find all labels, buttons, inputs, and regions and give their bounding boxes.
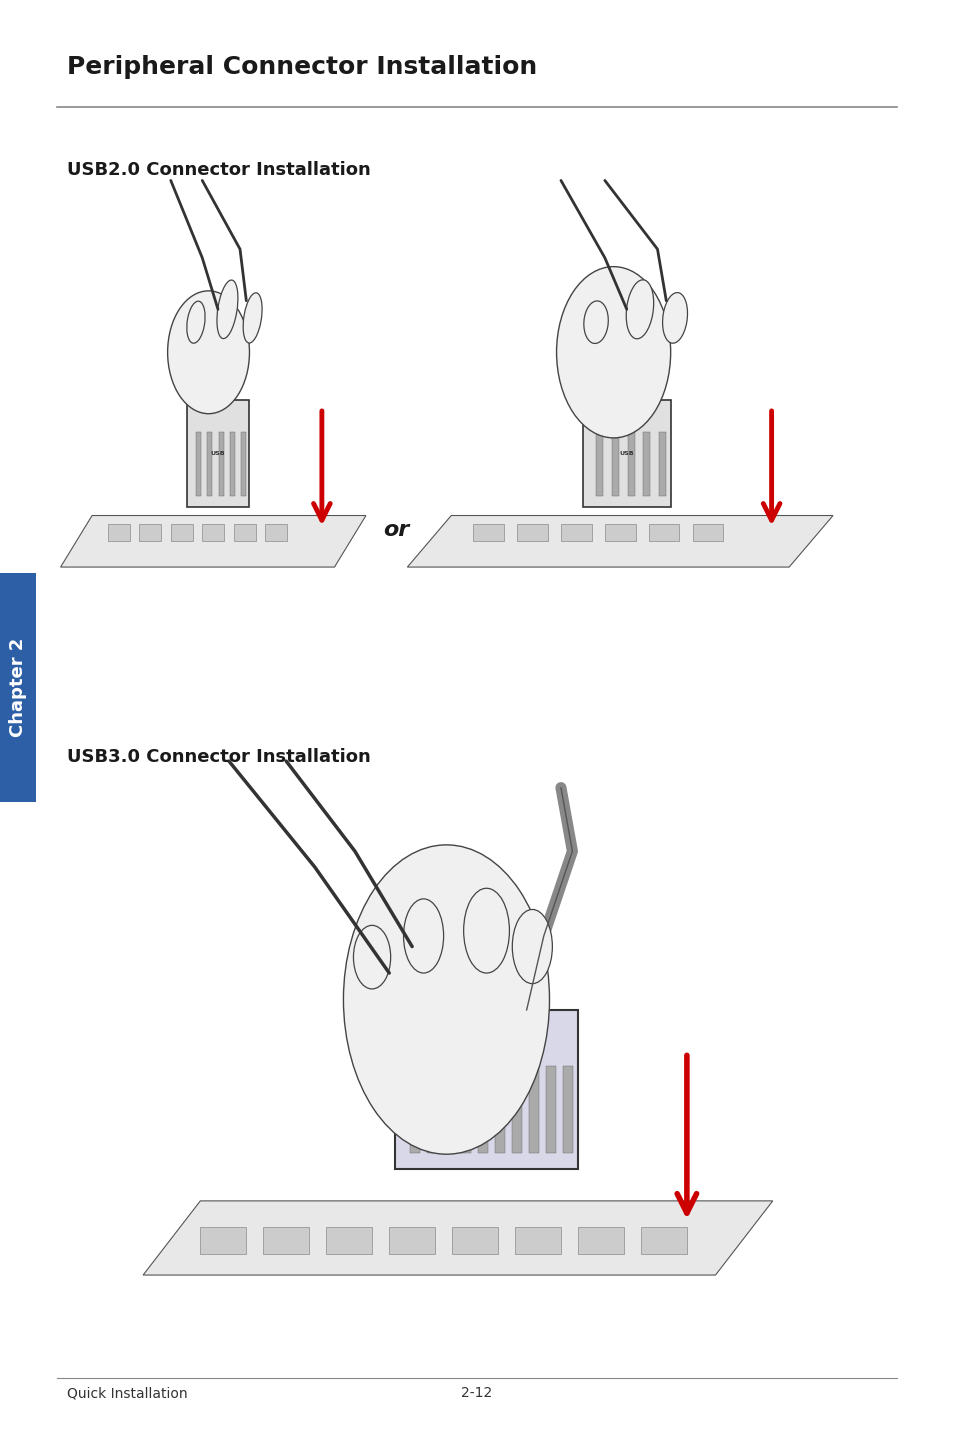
Bar xyxy=(218,431,223,495)
Ellipse shape xyxy=(512,909,552,984)
Bar xyxy=(409,1065,419,1153)
Text: USB: USB xyxy=(211,451,225,455)
Ellipse shape xyxy=(625,279,653,339)
Bar xyxy=(545,1065,556,1153)
Bar xyxy=(265,524,287,541)
Bar xyxy=(582,400,670,507)
Circle shape xyxy=(168,291,249,414)
Ellipse shape xyxy=(583,301,608,344)
Ellipse shape xyxy=(243,292,262,344)
Ellipse shape xyxy=(662,292,687,344)
FancyBboxPatch shape xyxy=(0,573,36,802)
Bar xyxy=(195,431,201,495)
Text: Quick Installation: Quick Installation xyxy=(67,1386,187,1400)
Bar xyxy=(642,431,650,495)
Bar xyxy=(443,1065,454,1153)
Bar xyxy=(611,431,618,495)
Text: USB2.0 Connector Installation: USB2.0 Connector Installation xyxy=(67,160,370,179)
Bar xyxy=(648,524,679,541)
Polygon shape xyxy=(60,516,366,567)
Bar xyxy=(528,1065,538,1153)
Text: Peripheral Connector Installation: Peripheral Connector Installation xyxy=(67,54,537,79)
Ellipse shape xyxy=(403,899,443,974)
Bar xyxy=(452,1227,497,1254)
Polygon shape xyxy=(143,1201,772,1274)
Ellipse shape xyxy=(187,301,205,344)
Text: 2-12: 2-12 xyxy=(461,1386,492,1400)
Bar xyxy=(640,1227,686,1254)
Bar xyxy=(171,524,193,541)
Text: USB: USB xyxy=(618,451,634,455)
Bar xyxy=(233,524,255,541)
Bar xyxy=(139,524,161,541)
Bar xyxy=(426,1065,436,1153)
Bar xyxy=(517,524,547,541)
Text: Chapter 2: Chapter 2 xyxy=(10,637,27,737)
Polygon shape xyxy=(407,516,832,567)
Bar xyxy=(326,1227,372,1254)
Bar xyxy=(596,431,602,495)
Bar xyxy=(692,524,722,541)
Bar xyxy=(560,524,591,541)
Bar xyxy=(186,400,249,507)
Bar xyxy=(659,431,665,495)
Bar xyxy=(578,1227,623,1254)
Circle shape xyxy=(343,845,549,1154)
Bar xyxy=(202,524,224,541)
Bar xyxy=(241,431,246,495)
Bar xyxy=(495,1065,504,1153)
Bar xyxy=(230,431,234,495)
Bar xyxy=(207,431,213,495)
Text: or: or xyxy=(382,520,409,540)
Bar xyxy=(389,1227,435,1254)
Bar xyxy=(108,524,130,541)
Bar xyxy=(562,1065,573,1153)
Bar xyxy=(515,1227,560,1254)
Bar xyxy=(460,1065,470,1153)
Bar xyxy=(627,431,634,495)
Bar xyxy=(477,1065,487,1153)
Bar xyxy=(604,524,635,541)
Bar xyxy=(263,1227,309,1254)
Bar xyxy=(395,1010,578,1169)
Circle shape xyxy=(556,266,670,438)
Bar xyxy=(200,1227,246,1254)
Ellipse shape xyxy=(216,281,237,338)
Bar xyxy=(473,524,503,541)
Ellipse shape xyxy=(463,888,509,974)
Text: USB3.0 Connector Installation: USB3.0 Connector Installation xyxy=(67,748,370,766)
Ellipse shape xyxy=(353,925,391,990)
Bar xyxy=(511,1065,521,1153)
